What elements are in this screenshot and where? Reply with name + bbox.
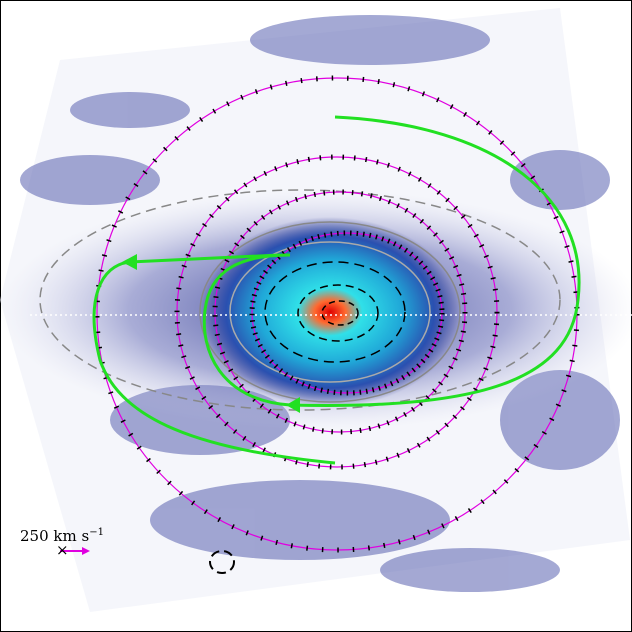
scale-bar: 250 km s−1 × bbox=[20, 527, 104, 559]
scale-text: −1 bbox=[89, 527, 104, 538]
arrow-head bbox=[122, 254, 137, 270]
scale-marker: × bbox=[56, 541, 69, 559]
core bbox=[200, 217, 460, 407]
scale-text: 250 km s bbox=[20, 527, 89, 545]
arrow-head bbox=[286, 397, 300, 413]
contours bbox=[39, 189, 561, 411]
flow-arrows bbox=[92, 115, 581, 465]
scale-arrow-head bbox=[82, 547, 90, 555]
contour bbox=[209, 550, 235, 574]
scale-label: 250 km s−1 bbox=[20, 527, 104, 545]
